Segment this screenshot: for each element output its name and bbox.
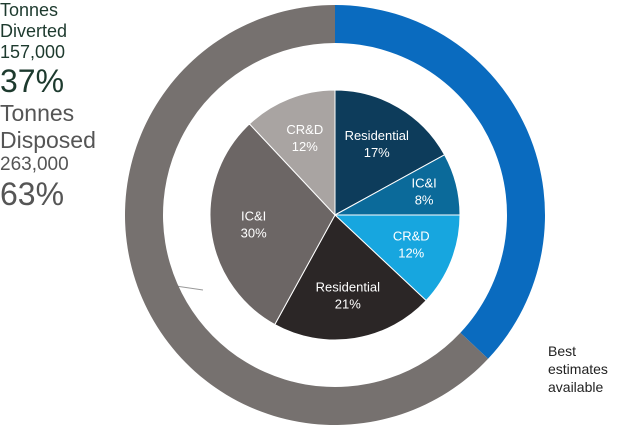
slice-value: 21% xyxy=(335,296,361,311)
tonnes-label: 157,000 xyxy=(0,42,66,62)
slice-category: CR&D xyxy=(393,229,430,244)
slice xyxy=(333,214,461,302)
slice-value: 12% xyxy=(398,246,424,261)
outer-label: Tonnes Disposed 263,000 63% xyxy=(0,100,120,213)
percent-label: 63% xyxy=(0,176,65,212)
slice xyxy=(274,214,427,341)
slice xyxy=(248,89,336,217)
slice-category: IC&I xyxy=(411,176,436,191)
slice xyxy=(334,89,446,216)
slice-value: 30% xyxy=(241,226,267,241)
slice-value: 12% xyxy=(292,139,318,154)
slice xyxy=(335,5,545,359)
slice-category: Residential xyxy=(345,128,409,143)
slice-category: Residential xyxy=(316,279,380,294)
category-label: Tonnes Diverted xyxy=(0,0,68,41)
slice xyxy=(209,123,336,326)
outer-label: Tonnes Diverted 157,000 37% xyxy=(0,0,100,100)
slice xyxy=(125,5,489,425)
slice-value: 8% xyxy=(415,193,434,208)
category-label: Tonnes Disposed xyxy=(0,100,96,153)
annotation: Best estimates available xyxy=(548,343,608,396)
percent-label: 37% xyxy=(0,63,65,99)
slice-value: 17% xyxy=(364,145,390,160)
slice-category: CR&D xyxy=(286,122,323,137)
slice-category: IC&I xyxy=(241,209,266,224)
tonnes-label: 263,000 xyxy=(0,154,69,175)
